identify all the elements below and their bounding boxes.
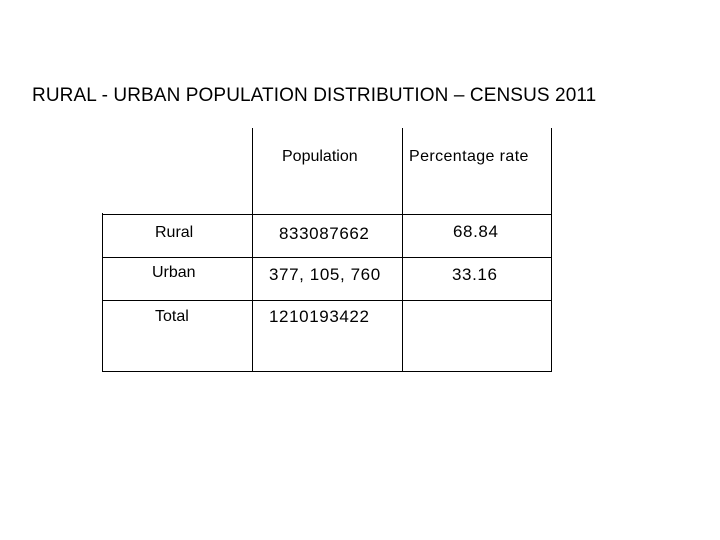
row-label-rural: Rural — [155, 224, 194, 241]
table-divider-2 — [402, 128, 403, 372]
population-table: Rural 833087662 68.84 Urban 377, 105, 76… — [102, 128, 552, 372]
table-divider-1 — [252, 128, 253, 372]
table-rule-row1 — [102, 257, 552, 258]
table-border-right — [551, 128, 552, 372]
rural-population: 833087662 — [279, 224, 370, 243]
row-label-total: Total — [155, 308, 189, 325]
header-population: Population — [282, 148, 358, 165]
table-rule-header — [102, 214, 552, 215]
row-label-urban: Urban — [152, 264, 196, 281]
rural-percentage: 68.84 — [453, 222, 499, 241]
table-border-bottom — [102, 371, 552, 372]
total-population: 1210193422 — [269, 307, 370, 326]
urban-percentage: 33.16 — [452, 265, 498, 284]
table-rule-row2 — [102, 300, 552, 301]
urban-population: 377, 105, 760 — [269, 265, 381, 284]
table-border-left — [102, 213, 103, 372]
header-percentage: Percentage rate — [409, 148, 529, 165]
slide-title: RURAL - URBAN POPULATION DISTRIBUTION – … — [32, 85, 597, 106]
